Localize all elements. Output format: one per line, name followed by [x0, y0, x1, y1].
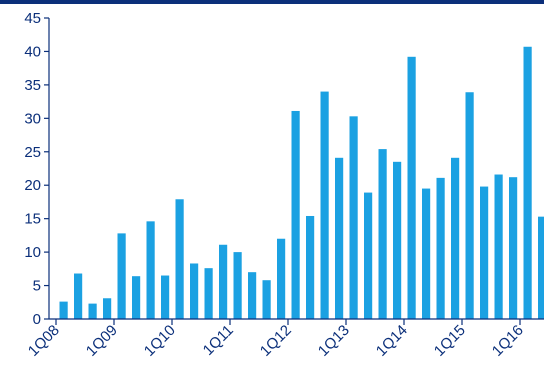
- x-tick-label-1Q09: 1Q09: [83, 322, 121, 360]
- y-tick-label-15: 15: [24, 211, 41, 228]
- y-tick-label-5: 5: [33, 278, 41, 295]
- bar-4Q13: [393, 161, 402, 319]
- bar-3Q15: [494, 174, 503, 319]
- bar-1Q14: [407, 56, 416, 319]
- x-tick-label-1Q15: 1Q15: [431, 322, 469, 360]
- bar-4Q09: [161, 275, 170, 319]
- bar-2Q10: [190, 263, 199, 319]
- bar-1Q12: [291, 110, 300, 319]
- y-tick-label-20: 20: [24, 177, 41, 194]
- y-tick-label-30: 30: [24, 110, 41, 127]
- bar-1Q11: [233, 252, 242, 319]
- y-tick-label-10: 10: [24, 244, 41, 261]
- x-tick-label-1Q08: 1Q08: [25, 322, 63, 360]
- bar-4Q15: [509, 177, 518, 319]
- bar-3Q10: [204, 268, 213, 319]
- bar-2Q08: [74, 273, 83, 319]
- bar-4Q10: [219, 244, 228, 319]
- bar-2Q09: [132, 276, 141, 319]
- x-tick-label-1Q11: 1Q11: [200, 322, 237, 359]
- bar-3Q08: [88, 303, 97, 319]
- bar-2Q15: [480, 186, 489, 319]
- bar-4Q12: [335, 157, 344, 319]
- bar-1Q10: [175, 199, 184, 319]
- bar-3Q14: [436, 177, 445, 319]
- y-tick-label-35: 35: [24, 77, 41, 94]
- y-tick-label-40: 40: [24, 43, 41, 60]
- x-tick-label-1Q10: 1Q10: [141, 322, 179, 360]
- bar-2Q11: [248, 272, 257, 319]
- x-tick-label-1Q12: 1Q12: [257, 322, 295, 360]
- bar-1Q15: [465, 92, 474, 319]
- bar-3Q09: [146, 221, 155, 319]
- x-tick-label-1Q14: 1Q14: [373, 322, 411, 360]
- bar-3Q11: [262, 280, 271, 319]
- bar-3Q12: [320, 91, 329, 319]
- bar-1Q09: [117, 233, 126, 319]
- bar-2Q14: [422, 188, 431, 319]
- top-rule: [0, 0, 544, 4]
- bar-4Q14: [451, 157, 460, 319]
- bar-2Q12: [306, 215, 315, 319]
- bar-1Q13: [349, 116, 358, 320]
- bar-4Q11: [277, 238, 286, 319]
- bar-3Q13: [378, 149, 387, 319]
- x-tick-label-1Q13: 1Q13: [315, 322, 353, 360]
- bar-2Q16: [538, 216, 544, 319]
- bar-1Q08: [59, 301, 68, 319]
- bar-1Q16: [523, 46, 532, 320]
- y-tick-label-45: 45: [24, 10, 41, 27]
- y-tick-label-25: 25: [24, 144, 41, 161]
- y-tick-label-0: 0: [33, 311, 41, 328]
- x-tick-label-1Q16: 1Q16: [489, 322, 527, 360]
- bar-4Q08: [103, 298, 112, 319]
- bar-2Q13: [364, 192, 373, 319]
